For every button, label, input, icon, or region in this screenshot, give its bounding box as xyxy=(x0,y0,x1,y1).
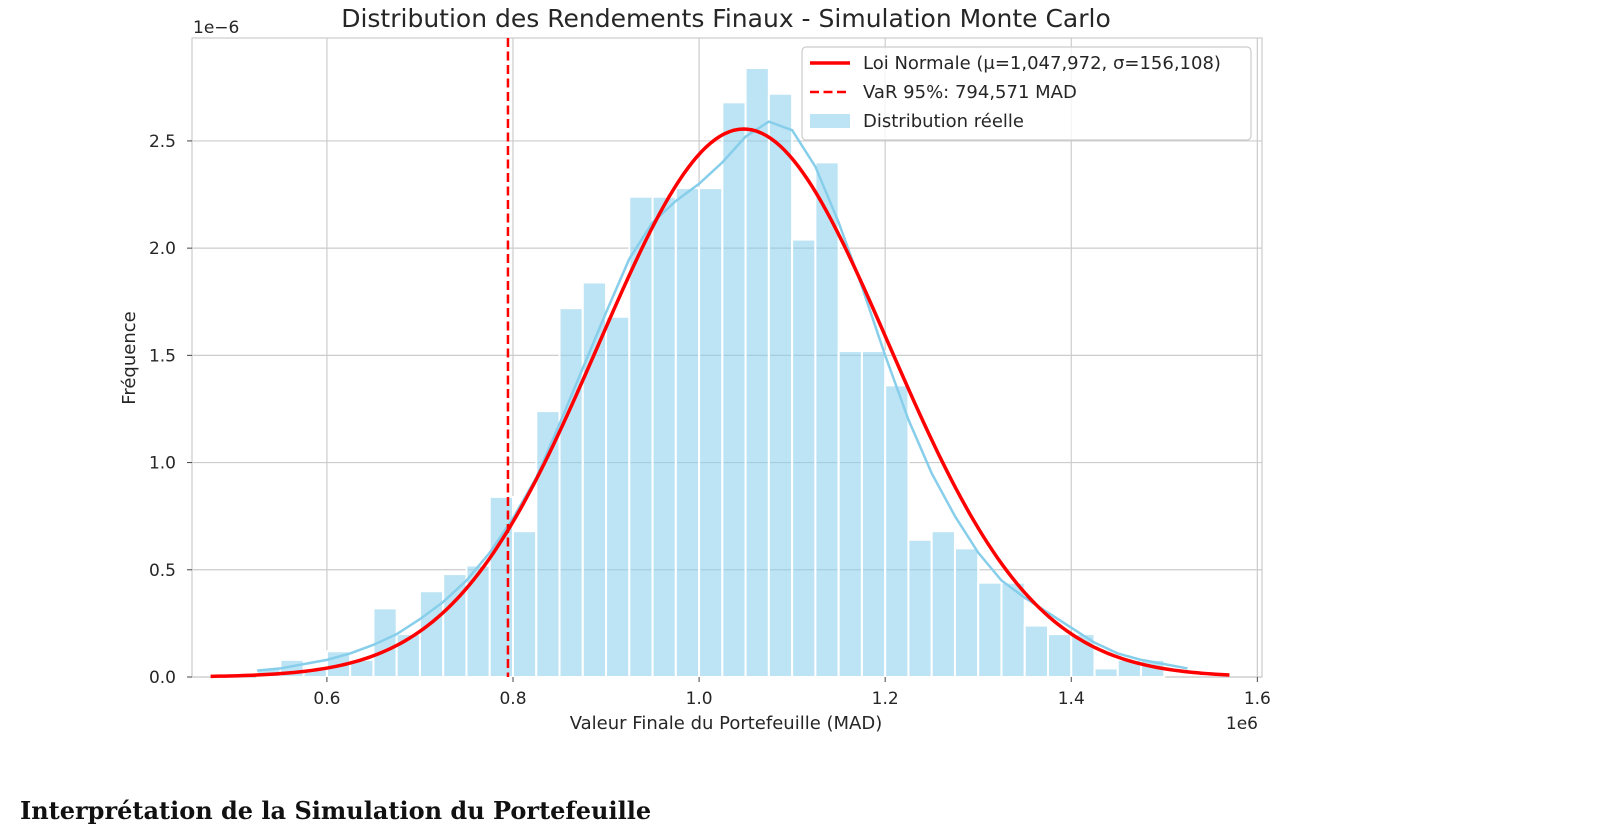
x-tick-label-3: 1.2 xyxy=(872,689,899,709)
histogram-bar-27 xyxy=(884,384,910,678)
histogram-bar-23 xyxy=(791,238,817,678)
y-tick-label-0: 0.0 xyxy=(149,668,176,688)
histogram-bar-33 xyxy=(1023,624,1050,679)
legend-histogram-swatch xyxy=(810,114,850,128)
y-tick-label-1: 0.5 xyxy=(149,561,176,581)
x-tick-label-5: 1.6 xyxy=(1244,689,1271,709)
histogram-bar-28 xyxy=(907,538,933,678)
histogram-bar-13 xyxy=(558,307,584,678)
histogram-bar-30 xyxy=(953,547,980,678)
histogram-bar-36 xyxy=(1093,667,1119,678)
histogram-bar-8 xyxy=(442,573,468,679)
normal-curve xyxy=(210,127,1230,679)
y-tick-label-2: 1.0 xyxy=(149,454,176,474)
histogram-bar-34 xyxy=(1047,633,1073,678)
x-tick-label-1: 0.8 xyxy=(499,689,526,709)
histogram-bar-19 xyxy=(698,187,724,678)
x-ticks: 0.6 0.8 1.0 1.2 1.4 1.6 xyxy=(313,677,1271,709)
legend: Loi Normale (μ=1,047,972, σ=156,108) VaR… xyxy=(801,46,1252,141)
histogram-bar-17 xyxy=(651,195,677,678)
legend-normal-label: Loi Normale (μ=1,047,972, σ=156,108) xyxy=(863,53,1221,74)
histogram-bar-15 xyxy=(605,315,631,678)
histogram-bar-29 xyxy=(930,530,956,679)
y-tick-label-4: 2.0 xyxy=(149,239,176,259)
y-tick-label-3: 1.5 xyxy=(149,346,176,366)
x-axis-label: Valeur Finale du Portefeuille (MAD) xyxy=(570,713,883,734)
histogram-bar-20 xyxy=(721,101,747,678)
histogram-bar-21 xyxy=(744,67,770,678)
histogram-bar-26 xyxy=(860,350,887,678)
x-tick-label-2: 1.0 xyxy=(686,689,713,709)
legend-box xyxy=(801,46,1252,141)
histogram-bar-31 xyxy=(977,581,1003,678)
y-tick-label-5: 2.5 xyxy=(149,132,176,152)
histogram-bar-24 xyxy=(814,161,840,678)
y-offset-label: 1e−6 xyxy=(193,18,239,38)
histogram-bar-22 xyxy=(767,92,794,679)
histogram-bar-25 xyxy=(837,350,863,678)
y-axis-label: Fréquence xyxy=(119,311,140,404)
x-tick-label-4: 1.4 xyxy=(1058,689,1085,709)
y-ticks: 0.0 0.5 1.0 1.5 2.0 2.5 xyxy=(149,132,192,688)
x-offset-label: 1e6 xyxy=(1226,714,1258,734)
section-heading: Interprétation de la Simulation du Porte… xyxy=(20,796,652,825)
chart-title: Distribution des Rendements Finaux - Sim… xyxy=(341,4,1111,33)
histogram-bar-11 xyxy=(512,530,538,679)
legend-histogram-label: Distribution réelle xyxy=(863,111,1024,132)
legend-var-label: VaR 95%: 794,571 MAD xyxy=(863,82,1077,103)
histogram-bar-18 xyxy=(674,187,701,678)
chart: Distribution des Rendements Finaux - Sim… xyxy=(119,4,1271,734)
x-tick-label-0: 0.6 xyxy=(313,689,340,709)
histogram-bar-32 xyxy=(1000,581,1026,678)
